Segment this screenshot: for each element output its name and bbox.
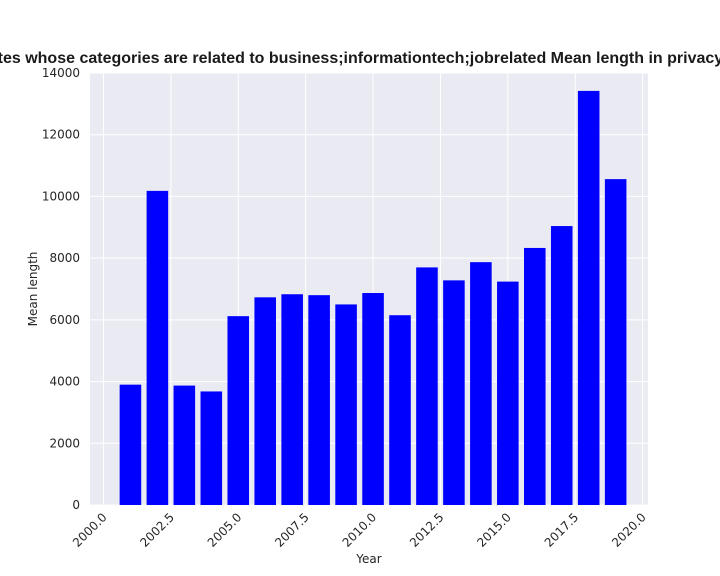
y-tick-label: 12000 [42, 128, 80, 142]
bar [173, 385, 196, 505]
bar [281, 294, 303, 505]
x-tick-label: 2007.5 [272, 510, 312, 550]
x-tick-label: 2015.0 [474, 510, 514, 550]
bar [416, 267, 438, 505]
bar [227, 316, 250, 505]
x-tick-label: 2012.5 [407, 510, 447, 550]
x-tick-label: 2010.0 [340, 510, 380, 550]
bar [389, 315, 411, 505]
bar [470, 262, 492, 505]
x-tick-label: 2002.5 [137, 510, 177, 550]
bar [308, 295, 330, 505]
bar [604, 179, 627, 506]
y-tick-label: 8000 [49, 251, 80, 265]
bar [550, 226, 573, 505]
y-tick-label: 10000 [42, 189, 80, 203]
y-tick-label: 4000 [49, 375, 80, 389]
y-tick-label: 6000 [49, 313, 80, 327]
bar [577, 90, 600, 505]
y-tick-labels: 0 2000 4000 6000 8000 10000 12000 14000 [42, 66, 80, 512]
x-tick-label: 2020.0 [609, 510, 649, 550]
x-axis-label: Year [355, 552, 381, 566]
x-tick-label: 2005.0 [205, 510, 245, 550]
y-tick-label: 0 [72, 498, 80, 512]
bar [497, 281, 519, 505]
bar [362, 293, 384, 505]
bars [119, 90, 627, 506]
x-tick-label: 2017.5 [542, 510, 582, 550]
y-axis-label: Mean length [26, 252, 40, 327]
bar [200, 391, 223, 505]
y-tick-label: 2000 [49, 436, 80, 450]
bar [146, 190, 169, 506]
bar [335, 304, 357, 505]
x-tick-label: 2000.0 [70, 510, 110, 550]
y-tick-label: 14000 [42, 66, 80, 80]
bar [524, 247, 546, 505]
x-tick-labels: 2000.0 2002.5 2005.0 2007.5 2010.0 2012.5 2015… [70, 510, 649, 550]
bar [443, 280, 465, 505]
bar [119, 384, 142, 505]
chart-title: Websites whose categories are related to… [0, 50, 720, 67]
bar [254, 297, 276, 505]
